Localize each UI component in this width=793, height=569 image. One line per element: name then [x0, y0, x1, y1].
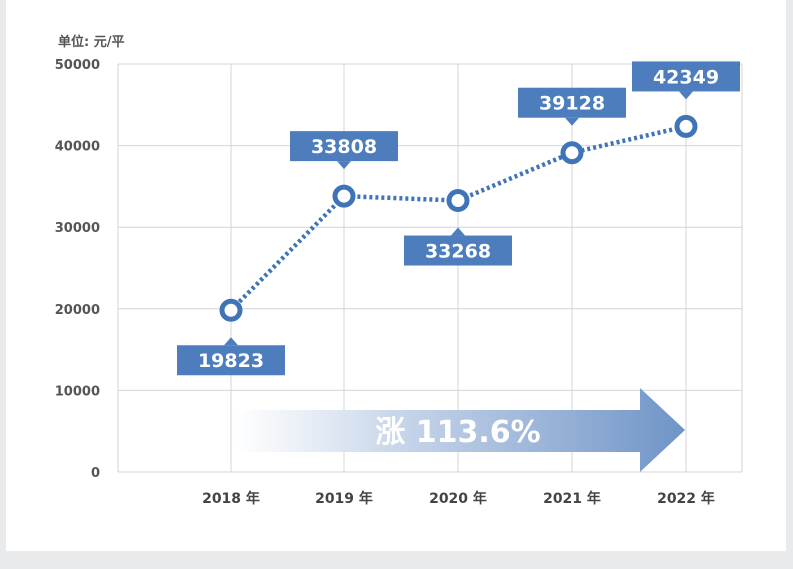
x-tick-label: 2018 年	[202, 490, 260, 507]
data-label-box	[404, 235, 512, 266]
data-label: 42349	[653, 66, 719, 88]
data-label-pointer	[337, 161, 351, 170]
series-line	[219, 114, 698, 322]
y-tick-label: 20000	[55, 303, 100, 318]
data-label: 33808	[311, 136, 377, 158]
x-tick-label: 2020 年	[429, 490, 487, 507]
growth-annotation: 涨 113.6%	[375, 415, 540, 450]
y-tick-label: 10000	[55, 384, 100, 399]
data-label: 19823	[198, 350, 264, 372]
data-point	[332, 184, 356, 208]
y-tick-label: 50000	[55, 58, 100, 73]
data-label-box	[518, 87, 626, 118]
y-axis: 0 10000 20000 30000 40000 50000	[55, 58, 100, 481]
growth-arrow: 涨 113.6%	[236, 388, 685, 472]
data-label-pointer	[224, 337, 238, 346]
data-label-callout: 42349	[632, 61, 740, 100]
data-point	[446, 189, 470, 213]
data-point	[674, 114, 698, 138]
data-label-box	[290, 131, 398, 162]
data-label-pointer	[565, 117, 579, 126]
data-label-pointer	[679, 91, 693, 100]
data-label-callout: 33268	[404, 227, 512, 266]
growth-arrow-shape	[236, 388, 685, 472]
x-tick-label: 2019 年	[315, 490, 373, 507]
data-label-box	[177, 345, 285, 376]
x-tick-label: 2021 年	[543, 490, 601, 507]
data-label-callout: 33808	[290, 131, 398, 170]
data-label: 33268	[425, 241, 491, 263]
data-label: 39128	[539, 93, 605, 115]
data-point	[219, 298, 243, 322]
chart-card	[6, 0, 786, 551]
x-axis: 2018 年 2019 年 2020 年 2021 年 2022 年	[202, 490, 715, 507]
data-labels: 19823 33808 33268 39128 42349	[177, 61, 740, 376]
y-tick-label: 40000	[55, 140, 100, 155]
data-label-callout: 19823	[177, 337, 285, 376]
data-point	[560, 141, 584, 165]
x-tick-label: 2022 年	[657, 490, 715, 507]
unit-label: 单位: 元/平	[58, 34, 124, 50]
y-tick-label: 30000	[55, 221, 100, 236]
data-label-pointer	[451, 227, 465, 236]
data-label-callout: 39128	[518, 87, 626, 126]
y-tick-label: 0	[91, 466, 100, 481]
data-label-box	[632, 61, 740, 92]
